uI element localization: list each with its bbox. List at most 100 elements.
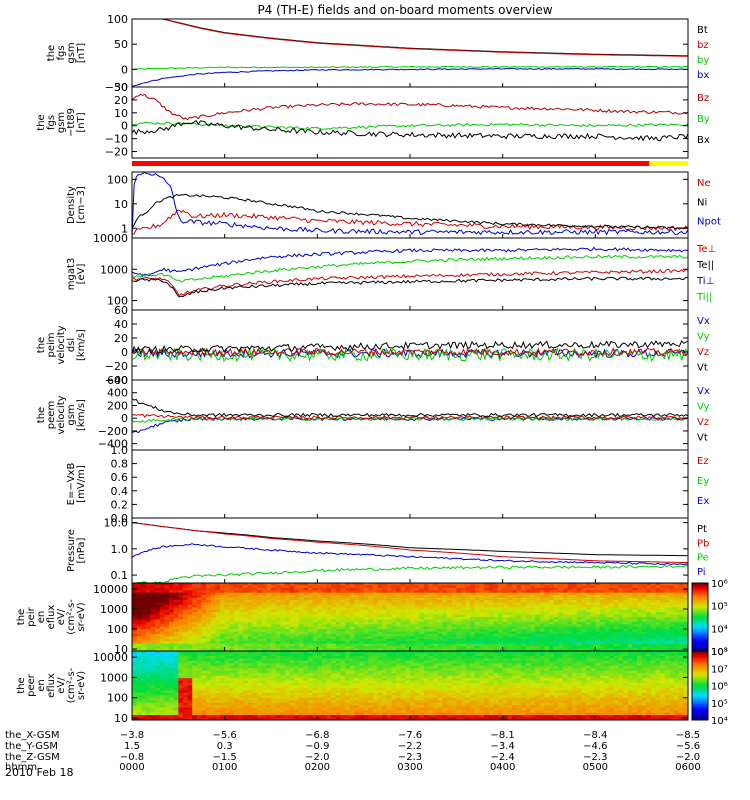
spectrogram-cell <box>479 619 485 623</box>
y-tick-label: 10000 <box>93 232 128 245</box>
spectrogram-cell <box>312 697 318 701</box>
spectrogram-cell <box>182 680 188 684</box>
spectrogram-cell <box>484 636 490 640</box>
spectrogram-cell <box>238 675 244 679</box>
spectrogram-cell <box>261 702 267 706</box>
spectrogram-cell <box>535 626 541 630</box>
spectrogram-cell <box>145 626 151 630</box>
spectrogram-cell <box>590 600 596 603</box>
spectrogram-cell <box>247 663 253 667</box>
spectrogram-cell <box>150 626 156 630</box>
spectrogram-cell <box>266 621 272 625</box>
spectrogram-cell <box>525 607 531 611</box>
spectrogram-cell <box>215 612 221 615</box>
spectrogram-cell <box>132 670 138 674</box>
spectrogram-cell <box>261 583 267 586</box>
spectrogram-cell <box>382 636 388 640</box>
spectrogram-cell <box>294 690 300 694</box>
spectrogram-cell <box>164 665 170 669</box>
spectrogram-cell <box>257 626 263 630</box>
spectrogram-cell <box>660 641 666 645</box>
spectrogram-cell <box>423 607 429 611</box>
spectrogram-cell <box>321 651 327 654</box>
spectrogram-cell <box>284 687 290 691</box>
spectrogram-cell <box>284 634 290 637</box>
spectrogram-cell <box>549 617 555 620</box>
spectrogram-cell <box>363 595 369 598</box>
spectrogram-cell <box>201 655 207 659</box>
spectrogram-cell <box>247 638 253 642</box>
spectrogram-cell <box>525 614 531 618</box>
spectrogram-cell <box>326 717 332 721</box>
spectrogram-cell <box>132 629 138 632</box>
spectrogram-cell <box>586 590 592 594</box>
spectrogram-cell <box>354 638 360 642</box>
spectrogram-cell <box>280 695 286 699</box>
spectrogram-cell <box>196 675 202 679</box>
spectrogram-cell <box>400 629 406 632</box>
spectrogram-cell <box>544 609 550 613</box>
spectrogram-cell <box>345 638 351 642</box>
spectrogram-cell <box>169 678 175 681</box>
plot-title: P4 (TH-E) fields and on-board moments ov… <box>257 3 552 17</box>
spectrogram-cell <box>196 705 202 709</box>
spectrogram-cell <box>280 617 286 620</box>
spectrogram-cell <box>192 692 198 696</box>
spectrogram-cell <box>437 604 443 608</box>
spectrogram-cell <box>386 607 392 611</box>
colorbar-step <box>692 603 708 606</box>
spectrogram-cell <box>331 631 337 635</box>
spectrogram-cell <box>215 705 221 709</box>
spectrogram-cell <box>664 641 670 645</box>
spectrogram-cell <box>368 614 374 618</box>
spectrogram-cell <box>335 646 341 649</box>
spectrogram-cell <box>169 587 175 591</box>
spectrogram-cell <box>266 710 272 713</box>
spectrogram-cell <box>159 653 165 657</box>
spectrogram-cell <box>558 619 564 623</box>
spectrogram-cell <box>391 631 397 635</box>
spectrogram-cell <box>586 600 592 603</box>
spectrogram-cell <box>132 673 138 677</box>
spectrogram-cell <box>641 617 647 620</box>
spectrogram-cell <box>280 658 286 662</box>
spectrogram-cell <box>201 648 207 652</box>
legend-entry: Npot <box>697 217 721 228</box>
spectrogram-cell <box>271 597 277 601</box>
spectrogram-cell <box>169 602 175 606</box>
spectrogram-cell <box>261 683 267 686</box>
spectrogram-cell <box>340 715 346 718</box>
spectrogram-cell <box>335 629 341 632</box>
spectrogram-cell <box>451 595 457 598</box>
spectrogram-cell <box>539 631 545 635</box>
spectrogram-cell <box>164 705 170 709</box>
spectrogram-cell <box>525 643 531 647</box>
spectrogram-cell <box>372 634 378 637</box>
spectrogram-cell <box>419 631 425 635</box>
spectrogram-cell <box>493 648 499 652</box>
spectrogram-cell <box>382 614 388 618</box>
spectrogram-cell <box>460 600 466 603</box>
spectrogram-cell <box>317 641 323 645</box>
spectrogram-cell <box>247 690 253 694</box>
spectrogram-cell <box>280 690 286 694</box>
spectrogram-cell <box>396 636 402 640</box>
spectrogram-cell <box>558 609 564 613</box>
spectrogram-cell <box>456 607 462 611</box>
spectrogram-cell <box>372 617 378 620</box>
spectrogram-cell <box>321 638 327 642</box>
spectrogram-cell <box>317 592 323 596</box>
spectrogram-cell <box>613 634 619 637</box>
spectrogram-cell <box>136 702 142 706</box>
spectrogram-cell <box>201 680 207 684</box>
spectrogram-cell <box>632 624 638 628</box>
spectrogram-cell <box>326 607 332 611</box>
spectrogram-cell <box>511 597 517 601</box>
spectrogram-cell <box>576 597 582 601</box>
spectrogram-cell <box>192 675 198 679</box>
spectrogram-cell <box>437 648 443 652</box>
spectrogram-cell <box>271 700 277 704</box>
spectrogram-cell <box>192 648 198 652</box>
spectrogram-cell <box>247 592 253 596</box>
spectrogram-cell <box>155 687 161 691</box>
